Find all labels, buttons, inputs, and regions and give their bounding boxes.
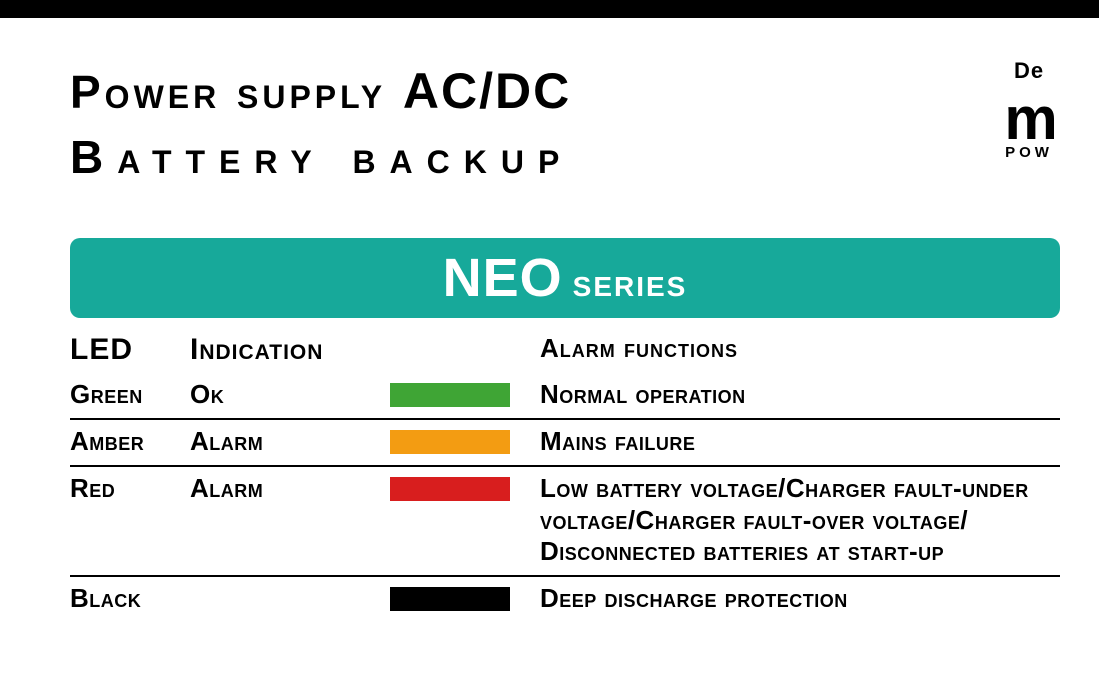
title-line-1: Power supply AC/DC xyxy=(70,58,573,126)
table-row: Black Deep discharge protection xyxy=(70,577,1060,622)
table-row: Red Alarm Low battery voltage/Charger fa… xyxy=(70,467,1060,577)
series-banner: NEOseries xyxy=(70,238,1060,318)
cell-swatch xyxy=(390,583,540,611)
table-row: Amber Alarm Mains failure xyxy=(70,420,1060,467)
cell-alarm: Mains failure xyxy=(540,426,1060,457)
cell-swatch xyxy=(390,473,540,501)
cell-indication: Ok xyxy=(190,379,390,410)
cell-indication: Alarm xyxy=(190,426,390,457)
title-line-2: Battery backup xyxy=(70,126,573,188)
cell-alarm: Normal operation xyxy=(540,379,1060,410)
th-alarm: Alarm functions xyxy=(540,333,1060,367)
page: Power supply AC/DC Battery backup De m P… xyxy=(0,18,1099,679)
banner-big: NEO xyxy=(443,248,563,308)
header-block: Power supply AC/DC Battery backup xyxy=(70,58,573,188)
title-line-1-big: AC/DC xyxy=(403,63,571,119)
cell-alarm: Low battery voltage/Charger fault-under … xyxy=(540,473,1060,567)
swatch-black xyxy=(390,587,510,611)
title-line-1-pre: Power supply xyxy=(70,66,403,118)
corner-brand: De m POW xyxy=(959,58,1099,161)
cell-swatch xyxy=(390,426,540,454)
swatch-red xyxy=(390,477,510,501)
table-row: Green Ok Normal operation xyxy=(70,373,1060,420)
th-swatch xyxy=(390,333,540,367)
th-led: LED xyxy=(70,333,190,367)
cell-led: Black xyxy=(70,583,190,614)
cell-led: Red xyxy=(70,473,190,504)
cell-led: Amber xyxy=(70,426,190,457)
corner-sub-text: POW xyxy=(959,144,1099,161)
corner-logo: m xyxy=(959,98,1099,140)
swatch-amber xyxy=(390,430,510,454)
corner-top-text: De xyxy=(959,58,1099,84)
swatch-green xyxy=(390,383,510,407)
cell-swatch xyxy=(390,379,540,407)
cell-led: Green xyxy=(70,379,190,410)
th-indication: Indication xyxy=(190,333,390,367)
banner-small: series xyxy=(573,261,688,305)
cell-alarm: Deep discharge protection xyxy=(540,583,1060,614)
led-table: LED Indication Alarm functions Green Ok … xyxy=(70,333,1060,622)
table-header-row: LED Indication Alarm functions xyxy=(70,333,1060,367)
cell-indication: Alarm xyxy=(190,473,390,504)
banner-text: NEOseries xyxy=(443,247,688,309)
